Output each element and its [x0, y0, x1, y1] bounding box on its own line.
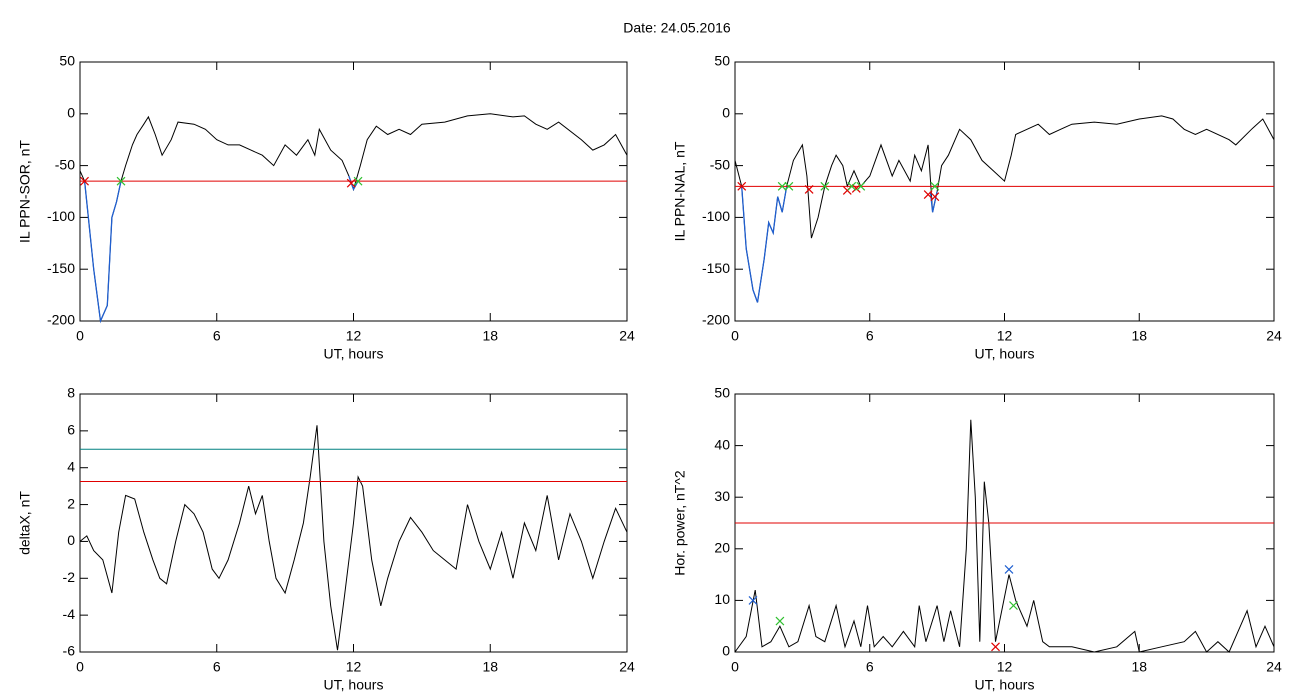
x-axis-label: UT, hours — [324, 346, 384, 362]
y-tick-label: 8 — [67, 385, 75, 401]
x-tick-label: 24 — [1266, 328, 1282, 344]
y-tick-label: -150 — [702, 260, 730, 276]
cross-marker — [1009, 601, 1018, 610]
x-tick-label: 18 — [482, 328, 498, 344]
cross-marker — [930, 192, 940, 202]
y-tick-label: -6 — [63, 643, 76, 659]
x-tick-label: 12 — [997, 659, 1013, 675]
x-tick-label: 0 — [76, 659, 84, 675]
data-line — [83, 180, 122, 324]
x-tick-label: 6 — [866, 659, 874, 675]
x-axis-label: UT, hours — [975, 346, 1035, 362]
data-line — [79, 425, 628, 651]
figure-title: Date: 24.05.2016 — [623, 20, 731, 36]
y-tick-label: -100 — [702, 208, 730, 224]
x-tick-label: 18 — [482, 659, 498, 675]
y-tick-label: 50 — [714, 53, 730, 69]
y-tick-label: 4 — [67, 458, 75, 474]
cross-marker — [777, 181, 787, 191]
x-tick-label: 18 — [1131, 328, 1147, 344]
x-tick-label: 24 — [1266, 659, 1282, 675]
x-axis-label: UT, hours — [324, 677, 384, 693]
cross-marker — [923, 190, 933, 200]
y-tick-label: 30 — [714, 488, 730, 504]
y-axis-label: deltaX, nT — [17, 491, 33, 555]
y-tick-label: -150 — [47, 260, 75, 276]
y-tick-label: -200 — [47, 312, 75, 328]
y-tick-label: 6 — [67, 422, 75, 438]
plot-frame — [734, 61, 1275, 322]
y-axis-label: IL PPN-SOR, nT — [17, 140, 33, 243]
y-tick-label: -4 — [63, 606, 76, 622]
x-tick-label: 6 — [866, 328, 874, 344]
cross-marker — [784, 181, 794, 191]
data-line — [79, 113, 628, 323]
x-tick-label: 24 — [619, 659, 635, 675]
x-tick-label: 0 — [731, 659, 739, 675]
cross-marker — [737, 181, 747, 191]
y-tick-label: 40 — [714, 436, 730, 452]
x-tick-label: 12 — [997, 328, 1013, 344]
data-line — [734, 419, 1275, 653]
cross-marker — [775, 616, 785, 626]
x-tick-label: 6 — [213, 328, 221, 344]
data-line — [741, 186, 788, 303]
data-line — [734, 115, 1275, 303]
x-axis-label: UT, hours — [975, 677, 1035, 693]
x-tick-label: 6 — [213, 659, 221, 675]
y-tick-label: -50 — [55, 156, 75, 172]
y-tick-label: 50 — [714, 385, 730, 401]
x-tick-label: 0 — [731, 328, 739, 344]
x-tick-label: 12 — [346, 659, 362, 675]
y-tick-label: 2 — [67, 495, 75, 511]
y-tick-label: -2 — [63, 569, 76, 585]
cross-marker — [80, 176, 89, 186]
plot-frame — [79, 61, 628, 322]
cross-marker — [116, 176, 126, 186]
cross-marker — [346, 178, 356, 188]
cross-marker — [930, 181, 940, 191]
y-tick-label: 20 — [714, 540, 730, 556]
y-tick-label: -200 — [702, 312, 730, 328]
y-tick-label: -100 — [47, 208, 75, 224]
cross-marker — [748, 595, 758, 605]
cross-marker — [353, 176, 363, 186]
cross-marker — [804, 185, 814, 194]
y-tick-label: 0 — [67, 532, 75, 548]
y-axis-label: Hor. power, nT^2 — [672, 470, 688, 576]
x-tick-label: 24 — [619, 328, 635, 344]
cross-marker — [856, 181, 866, 191]
y-tick-label: 50 — [59, 53, 75, 69]
y-tick-label: 0 — [722, 643, 730, 659]
cross-marker — [820, 181, 830, 191]
y-tick-label: 10 — [714, 591, 730, 607]
x-tick-label: 18 — [1131, 659, 1147, 675]
y-axis-label: IL PPN-NAL, nT — [672, 141, 688, 241]
y-tick-label: -50 — [710, 156, 730, 172]
cross-marker — [847, 181, 857, 191]
x-tick-label: 0 — [76, 328, 84, 344]
cross-marker — [991, 642, 1000, 652]
x-tick-label: 12 — [346, 328, 362, 344]
y-tick-label: 0 — [67, 105, 75, 121]
data-line — [348, 175, 359, 191]
cross-marker — [851, 183, 861, 193]
cross-marker — [1004, 565, 1014, 574]
y-tick-label: 0 — [722, 105, 730, 121]
